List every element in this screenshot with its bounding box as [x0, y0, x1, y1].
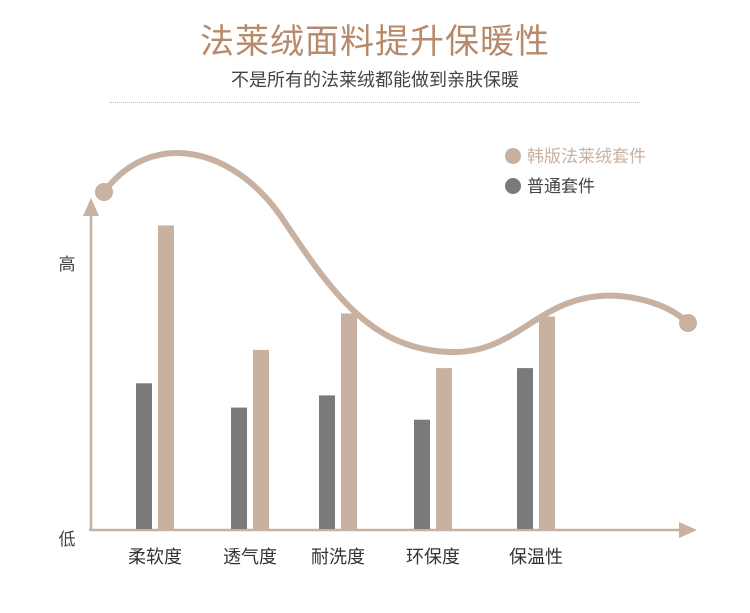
- x-tick-label-2: 耐洗度: [311, 547, 365, 568]
- y-tick-label-high: 高: [59, 255, 76, 275]
- bar-ordinary-0: [136, 383, 152, 529]
- legend-label-fleece: 韩版法莱绒套件: [527, 147, 646, 167]
- legend-marker-ordinary: [505, 178, 521, 194]
- bar-ordinary-2: [319, 395, 335, 529]
- page-subtitle: 不是所有的法莱绒都能做到亲肤保暖: [231, 70, 519, 91]
- bar-ordinary-1: [231, 407, 247, 529]
- bars-group: [136, 225, 555, 529]
- bar-fleece-1: [253, 349, 269, 529]
- x-tick-label-4: 保温性: [509, 547, 563, 568]
- x-axis-arrow: [679, 522, 697, 538]
- x-tick-label-1: 透气度: [223, 547, 277, 568]
- bar-fleece-3: [436, 368, 452, 529]
- bar-fleece-0: [158, 225, 174, 529]
- x-tick-label-0: 柔软度: [128, 547, 182, 568]
- legend-label-ordinary: 普通套件: [527, 177, 595, 197]
- y-tick-label-low: 低: [59, 530, 76, 550]
- page-title: 法莱绒面料提升保暖性: [200, 22, 550, 62]
- wave-end-dot: [679, 314, 697, 332]
- bar-ordinary-4: [517, 368, 533, 529]
- x-tick-label-3: 环保度: [406, 547, 460, 568]
- bar-fleece-2: [341, 313, 357, 529]
- x-tick-labels: 柔软度 透气度 耐洗度 环保度 保温性: [128, 547, 563, 568]
- dotted-divider: [110, 102, 640, 103]
- legend: 韩版法莱绒套件 普通套件: [505, 147, 646, 197]
- decorative-wave-curve: [101, 150, 691, 356]
- legend-marker-fleece: [505, 148, 521, 164]
- wave-start-dot: [95, 183, 113, 201]
- bar-ordinary-3: [414, 419, 430, 529]
- y-axis-arrow: [83, 198, 99, 216]
- bar-fleece-4: [539, 316, 555, 529]
